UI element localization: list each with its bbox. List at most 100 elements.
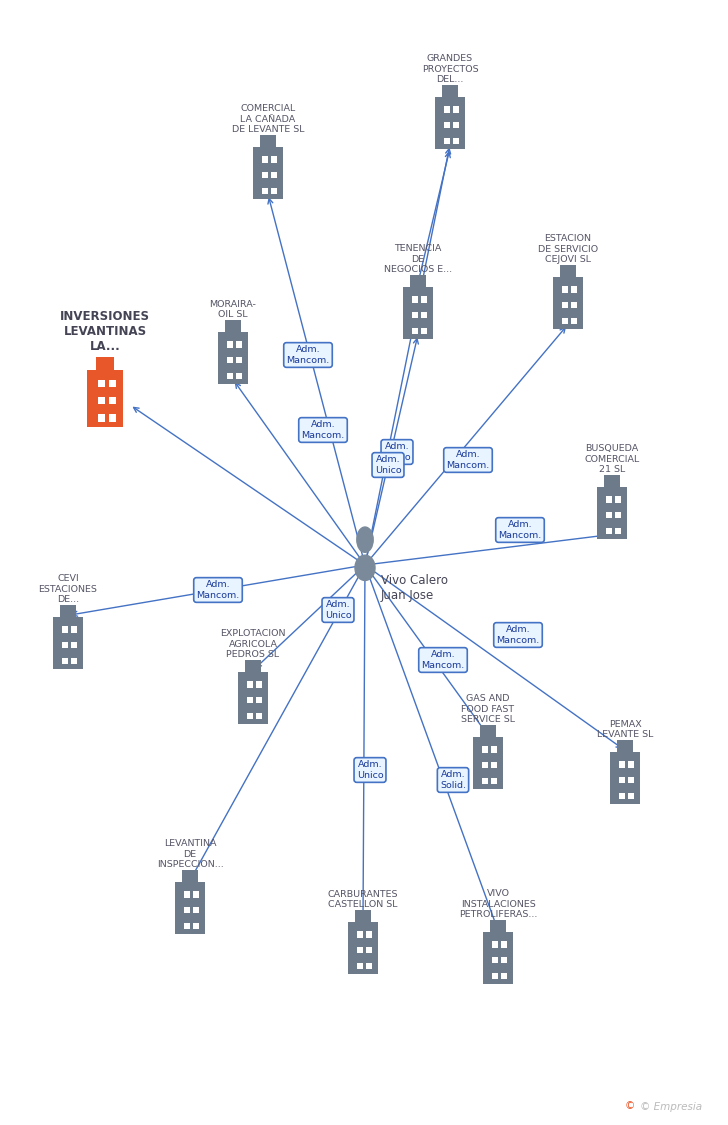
FancyBboxPatch shape [71, 658, 77, 664]
FancyBboxPatch shape [62, 627, 68, 633]
FancyBboxPatch shape [453, 106, 459, 112]
FancyBboxPatch shape [491, 762, 497, 768]
FancyBboxPatch shape [617, 740, 633, 753]
FancyBboxPatch shape [108, 380, 116, 387]
FancyBboxPatch shape [98, 380, 105, 387]
FancyBboxPatch shape [357, 963, 363, 969]
FancyBboxPatch shape [247, 698, 253, 703]
Ellipse shape [355, 555, 375, 580]
Text: INVERSIONES
LEVANTINAS
LA...: INVERSIONES LEVANTINAS LA... [60, 309, 150, 352]
Text: TENENCIA
DE
NEGOCIOS E...: TENENCIA DE NEGOCIOS E... [384, 244, 452, 274]
FancyBboxPatch shape [482, 762, 488, 768]
Text: VIVO
INSTALACIONES
PETROLIFERAS...: VIVO INSTALACIONES PETROLIFERAS... [459, 889, 537, 919]
Text: GRANDES
PROYECTOS
DEL...: GRANDES PROYECTOS DEL... [422, 54, 478, 84]
FancyBboxPatch shape [71, 642, 77, 648]
FancyBboxPatch shape [604, 476, 620, 487]
FancyBboxPatch shape [628, 777, 634, 783]
FancyBboxPatch shape [52, 618, 83, 669]
FancyBboxPatch shape [218, 332, 248, 385]
FancyBboxPatch shape [247, 712, 253, 719]
Text: BUSQUEDA
COMERCIAL
21 SL: BUSQUEDA COMERCIAL 21 SL [585, 444, 640, 474]
FancyBboxPatch shape [366, 932, 372, 938]
Text: MORAIRA-
OIL SL: MORAIRA- OIL SL [210, 299, 256, 319]
FancyBboxPatch shape [561, 266, 576, 277]
FancyBboxPatch shape [501, 957, 507, 963]
FancyBboxPatch shape [62, 658, 68, 664]
FancyBboxPatch shape [262, 188, 268, 195]
FancyBboxPatch shape [357, 932, 363, 938]
FancyBboxPatch shape [256, 712, 262, 719]
FancyBboxPatch shape [96, 357, 114, 370]
FancyBboxPatch shape [501, 942, 507, 948]
FancyBboxPatch shape [491, 777, 497, 784]
FancyBboxPatch shape [108, 397, 116, 404]
Text: LEVANTINA
DE
INSPECCION...: LEVANTINA DE INSPECCION... [157, 839, 223, 870]
FancyBboxPatch shape [628, 762, 634, 768]
FancyBboxPatch shape [492, 973, 498, 979]
Text: Adm.
Mancom.: Adm. Mancom. [197, 580, 240, 600]
FancyBboxPatch shape [182, 871, 197, 882]
FancyBboxPatch shape [421, 312, 427, 318]
FancyBboxPatch shape [443, 86, 458, 97]
FancyBboxPatch shape [421, 296, 427, 303]
FancyBboxPatch shape [412, 296, 418, 303]
FancyBboxPatch shape [262, 156, 268, 163]
FancyBboxPatch shape [366, 947, 372, 954]
FancyBboxPatch shape [615, 496, 621, 503]
FancyBboxPatch shape [271, 188, 277, 195]
FancyBboxPatch shape [610, 753, 641, 804]
FancyBboxPatch shape [619, 793, 625, 799]
FancyBboxPatch shape [562, 302, 568, 308]
FancyBboxPatch shape [571, 302, 577, 308]
FancyBboxPatch shape [256, 682, 262, 687]
FancyBboxPatch shape [606, 496, 612, 503]
FancyBboxPatch shape [453, 122, 459, 128]
FancyBboxPatch shape [256, 698, 262, 703]
FancyBboxPatch shape [227, 372, 233, 379]
FancyBboxPatch shape [175, 882, 205, 935]
Text: GAS AND
FOOD FAST
SERVICE SL: GAS AND FOOD FAST SERVICE SL [461, 694, 515, 724]
FancyBboxPatch shape [184, 922, 190, 929]
FancyBboxPatch shape [483, 933, 513, 984]
Text: © Empresia: © Empresia [641, 1101, 703, 1112]
FancyBboxPatch shape [628, 793, 634, 799]
FancyBboxPatch shape [412, 312, 418, 318]
FancyBboxPatch shape [60, 605, 76, 618]
FancyBboxPatch shape [501, 973, 507, 979]
FancyBboxPatch shape [236, 372, 242, 379]
FancyBboxPatch shape [238, 672, 269, 724]
FancyBboxPatch shape [193, 907, 199, 914]
Text: Adm.
Mancom.: Adm. Mancom. [301, 421, 344, 440]
FancyBboxPatch shape [562, 317, 568, 324]
FancyBboxPatch shape [615, 512, 621, 519]
FancyBboxPatch shape [562, 286, 568, 292]
FancyBboxPatch shape [193, 922, 199, 929]
FancyBboxPatch shape [62, 642, 68, 648]
FancyBboxPatch shape [412, 327, 418, 334]
FancyBboxPatch shape [348, 922, 379, 974]
FancyBboxPatch shape [184, 907, 190, 914]
FancyBboxPatch shape [571, 286, 577, 292]
FancyBboxPatch shape [491, 746, 497, 753]
FancyBboxPatch shape [453, 137, 459, 144]
FancyBboxPatch shape [571, 317, 577, 324]
Text: Adm.
Mancom.: Adm. Mancom. [286, 345, 330, 364]
FancyBboxPatch shape [357, 947, 363, 954]
FancyBboxPatch shape [606, 512, 612, 519]
FancyBboxPatch shape [597, 487, 628, 539]
FancyBboxPatch shape [98, 397, 105, 404]
FancyBboxPatch shape [492, 942, 498, 948]
FancyBboxPatch shape [619, 777, 625, 783]
Text: Adm.
Unico: Adm. Unico [325, 601, 352, 620]
FancyBboxPatch shape [236, 357, 242, 363]
Text: Adm.
Unico: Adm. Unico [375, 456, 401, 475]
FancyBboxPatch shape [366, 963, 372, 969]
FancyBboxPatch shape [472, 737, 503, 790]
Text: Adm.
Unico: Adm. Unico [357, 760, 384, 780]
FancyBboxPatch shape [271, 156, 277, 163]
Text: CEVI
ESTACIONES
DE...: CEVI ESTACIONES DE... [39, 575, 98, 604]
Text: Adm.
Solid.: Adm. Solid. [440, 771, 466, 790]
FancyBboxPatch shape [411, 276, 426, 287]
FancyBboxPatch shape [606, 528, 612, 534]
Text: CARBURANTES
CASTELLON SL: CARBURANTES CASTELLON SL [328, 890, 398, 909]
